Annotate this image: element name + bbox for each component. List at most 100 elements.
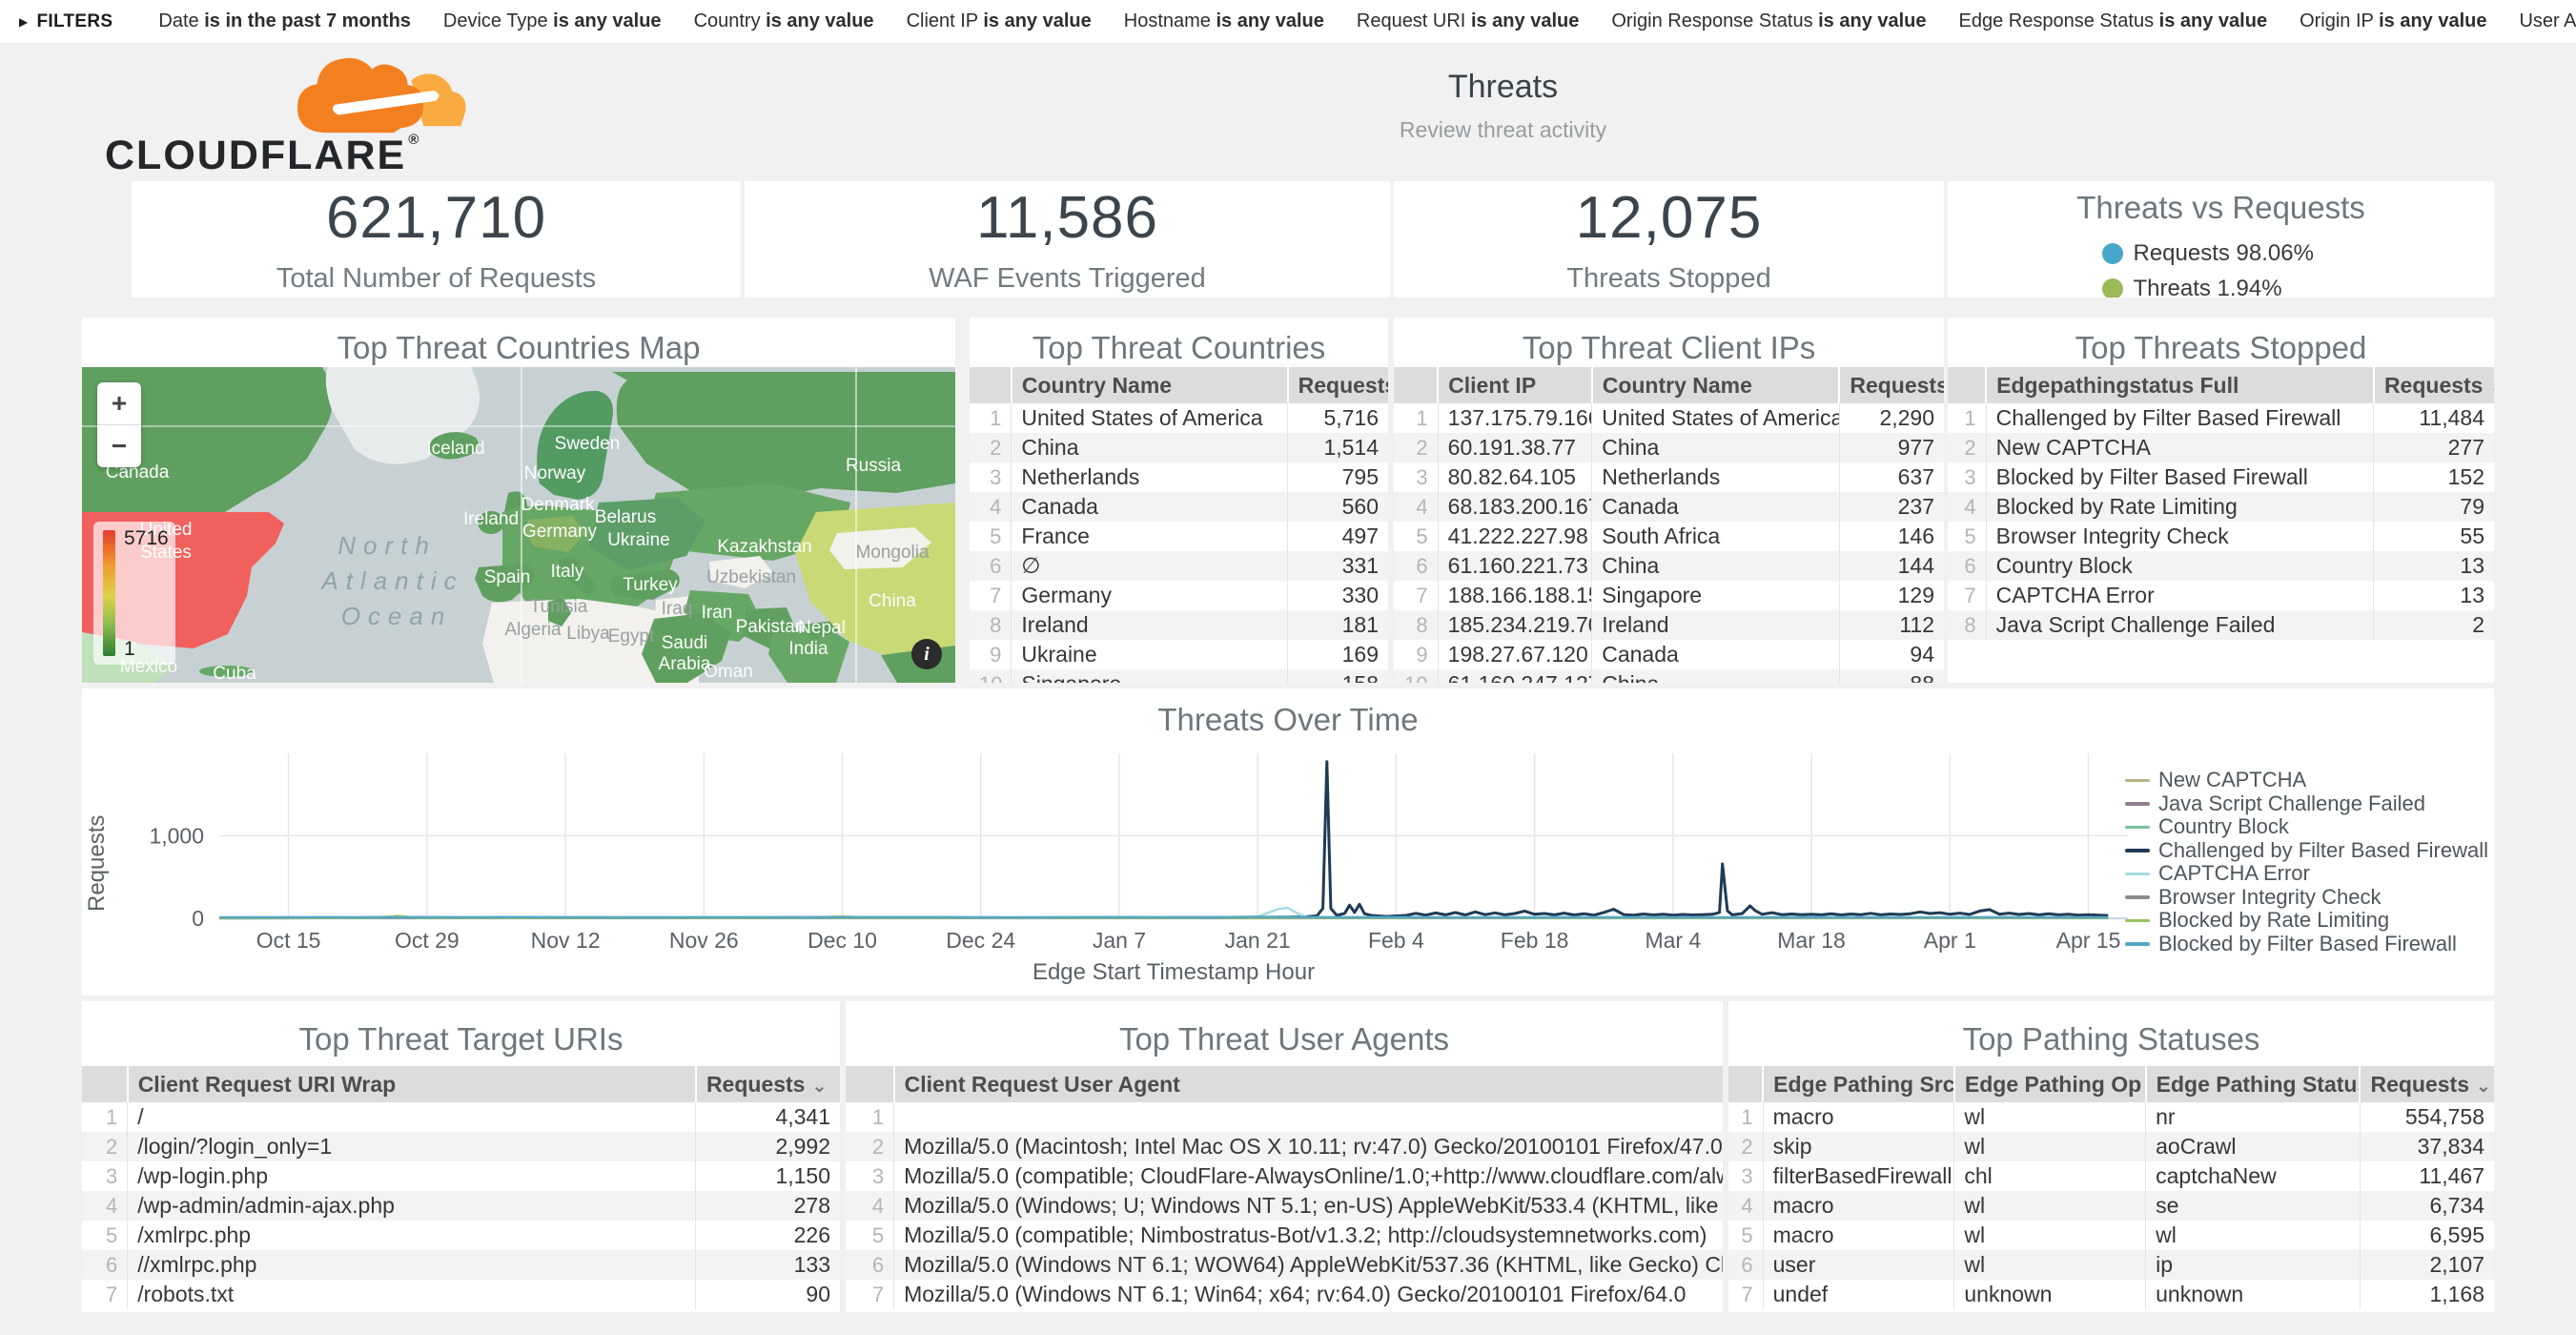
chart-legend-item[interactable]: Java Script Challenge Failed bbox=[2124, 791, 2488, 816]
row-number: 5 bbox=[1964, 524, 1976, 548]
x-tick-label: Nov 26 bbox=[669, 928, 739, 953]
table-cell: captchaNew bbox=[2145, 1161, 2361, 1191]
table-cell: 137.175.79.166 bbox=[1437, 403, 1592, 433]
legend-series-name: New CAPTCHA bbox=[2157, 768, 2307, 792]
sort-descending-icon: ⌄ bbox=[811, 1076, 828, 1097]
filter-item[interactable]: Device Type is any value bbox=[443, 10, 662, 32]
row-number: 2 bbox=[990, 435, 1002, 460]
column-header[interactable]: Country Name bbox=[1010, 367, 1288, 403]
user-agents-table: Client Request User Agent 1 2 Mozilla/5.0 (… bbox=[846, 1066, 1723, 1309]
column-header[interactable]: Requests⌄ bbox=[694, 1066, 840, 1102]
row-number: 6 bbox=[1741, 1252, 1753, 1277]
table-cell: 55 bbox=[2373, 522, 2494, 551]
zoom-out-button[interactable]: − bbox=[111, 431, 128, 461]
table-cell: 2,290 bbox=[1838, 403, 1944, 433]
legend-dot-icon bbox=[2101, 243, 2123, 264]
column-header[interactable]: Edge Pathing Op bbox=[1952, 1066, 2146, 1102]
table-cell: Netherlands bbox=[1011, 462, 1288, 492]
table-cell: wl bbox=[1953, 1102, 2146, 1132]
table-row: 1 137.175.79.166 United States of America 2… bbox=[1394, 403, 1944, 433]
sort-descending-icon: ⌄ bbox=[2476, 1076, 2491, 1097]
row-number: 6 bbox=[105, 1252, 118, 1277]
column-header[interactable]: Client Request URI Wrap bbox=[126, 1066, 696, 1102]
filter-item[interactable]: Country is any value bbox=[694, 10, 874, 32]
ocean-label: Atlantic bbox=[319, 566, 463, 595]
table-row: 5 41.222.227.98 South Africa 146 bbox=[1394, 522, 1944, 551]
world-map[interactable]: CanadaUnitedStatesMexicoCubaIcelandNorwa… bbox=[82, 367, 955, 683]
filter-item[interactable]: Edge Response Status is any value bbox=[1959, 10, 2268, 32]
table-cell: /xmlrpc.php bbox=[127, 1221, 696, 1250]
column-header[interactable]: Client IP bbox=[1437, 367, 1592, 403]
filter-item[interactable]: Origin Response Status is any value bbox=[1611, 10, 1926, 32]
page-title: Threats Review threat activity bbox=[512, 69, 2494, 143]
column-header[interactable]: Requests⌄ bbox=[1838, 367, 1944, 403]
table-cell: Java Script Challenge Failed bbox=[1985, 610, 2374, 640]
table-cell: / bbox=[127, 1102, 696, 1132]
table-cell: macro bbox=[1762, 1221, 1954, 1250]
row-number: 3 bbox=[871, 1163, 885, 1188]
table-row: 1 macro wl nr 554,758 bbox=[1728, 1102, 2494, 1132]
filter-value: is any value bbox=[766, 10, 874, 31]
column-header[interactable]: Edge Pathing Src bbox=[1762, 1066, 1954, 1102]
table-cell: 1,514 bbox=[1287, 433, 1388, 462]
chart-legend-item[interactable]: New CAPTCHA bbox=[2124, 768, 2488, 792]
column-header[interactable]: Requests⌄ bbox=[2359, 1066, 2494, 1102]
data-table: Client Request User Agent 1 2 Mozilla/5.0 (… bbox=[846, 1066, 1723, 1309]
table-row: 2 Mozilla/5.0 (Macintosh; Intel Mac OS X … bbox=[846, 1132, 1723, 1161]
chart-legend-item[interactable]: Blocked by Rate Limiting bbox=[2124, 908, 2488, 933]
zoom-in-button[interactable]: + bbox=[97, 382, 141, 425]
chart-legend-item[interactable]: CAPTCHA Error bbox=[2124, 861, 2488, 886]
row-number: 7 bbox=[871, 1282, 885, 1306]
table-row: 5 macro wl wl 6,595 bbox=[1728, 1221, 2494, 1250]
filter-item[interactable]: User Agent is any value bbox=[2519, 10, 2576, 32]
table-cell: Ireland bbox=[1011, 610, 1288, 640]
filter-field-label: Origin Response Status bbox=[1611, 10, 1819, 31]
chart-legend-item[interactable]: Blocked by Filter Based Firewall bbox=[2124, 932, 2488, 956]
table-cell: 6,734 bbox=[2359, 1191, 2494, 1221]
filters-toggle[interactable]: ▶ FILTERS bbox=[19, 11, 112, 32]
table-row: 1 bbox=[846, 1102, 1723, 1132]
registered-mark: ® bbox=[408, 132, 421, 148]
column-header[interactable]: Edge Pathing Status bbox=[2144, 1066, 2361, 1102]
column-header[interactable]: Edgepathingstatus Full bbox=[1985, 367, 2374, 403]
table-row: 4 Canada 560 bbox=[970, 492, 1388, 522]
table-cell: aoCrawl bbox=[2145, 1132, 2361, 1161]
data-table: Edge Pathing Src Edge Pathing Op Edge Path… bbox=[1728, 1066, 2494, 1309]
table-cell: Mozilla/5.0 (Windows NT 6.1; WOW64) Appl… bbox=[893, 1250, 1723, 1280]
x-tick-label: Mar 4 bbox=[1645, 928, 1701, 953]
row-number: 9 bbox=[990, 642, 1002, 667]
table-row: 2 China 1,514 bbox=[970, 433, 1388, 462]
map-country-label: Tunisia bbox=[530, 597, 588, 617]
filter-item[interactable]: Date is in the past 7 months bbox=[158, 10, 411, 32]
map-info-button[interactable]: i bbox=[911, 639, 942, 669]
top-threat-client-ips-tile: Top Threat Client IPs Client IP Country N… bbox=[1394, 318, 1944, 683]
table-cell: 554,758 bbox=[2359, 1102, 2494, 1132]
column-header[interactable]: Requests⌄ bbox=[1286, 367, 1388, 403]
row-number-header bbox=[82, 1066, 128, 1102]
filter-item[interactable]: Origin IP is any value bbox=[2300, 10, 2486, 32]
table-cell: 68.183.200.167 bbox=[1437, 492, 1592, 522]
chart-legend-item[interactable]: Challenged by Filter Based Firewall bbox=[2124, 838, 2488, 863]
row-number: 7 bbox=[1416, 583, 1428, 607]
chart-legend-item[interactable]: Country Block bbox=[2124, 814, 2488, 839]
table-cell: Mozilla/5.0 (compatible; CloudFlare-Alwa… bbox=[893, 1161, 1723, 1191]
table-cell: 158 bbox=[1287, 669, 1388, 683]
table-cell: 2 bbox=[2373, 610, 2494, 640]
legend-series-name: Country Block bbox=[2157, 814, 2289, 839]
table-cell: 795 bbox=[1287, 462, 1388, 492]
chart-legend-item[interactable]: Browser Integrity Check bbox=[2124, 885, 2488, 910]
threats-over-time-chart[interactable]: Oct 15 Oct 29 Nov 12 Nov 26 Dec 10 Dec 24 Jan … bbox=[82, 688, 2494, 996]
filter-item[interactable]: Hostname is any value bbox=[1124, 10, 1324, 32]
row-number-header bbox=[1728, 1066, 1764, 1102]
table-cell: undef bbox=[1762, 1280, 1954, 1309]
table-cell: 181 bbox=[1287, 610, 1388, 640]
filter-item[interactable]: Client IP is any value bbox=[907, 10, 1092, 32]
filter-item[interactable]: Request URI is any value bbox=[1357, 10, 1579, 32]
map-country-label: Spain bbox=[484, 567, 531, 587]
column-header[interactable]: Requests⌄ bbox=[2372, 367, 2494, 403]
y-axis-label: Requests bbox=[84, 814, 110, 912]
table-cell: 88 bbox=[1838, 669, 1944, 683]
column-header[interactable]: Client Request User Agent bbox=[892, 1066, 1723, 1102]
table-cell: unknown bbox=[2145, 1280, 2361, 1309]
column-header[interactable]: Country Name bbox=[1590, 367, 1840, 403]
